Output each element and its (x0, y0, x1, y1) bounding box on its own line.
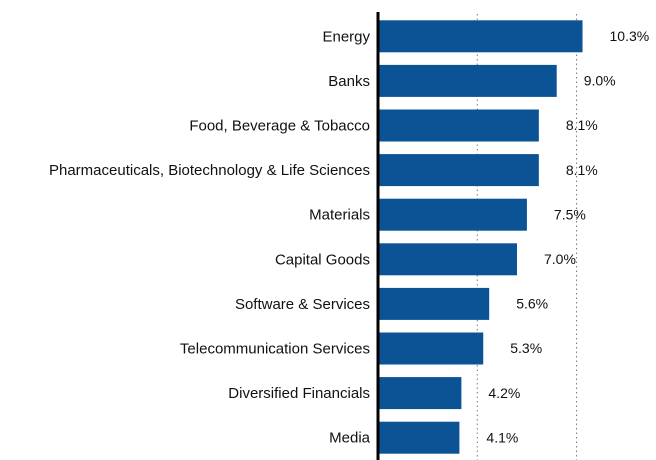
bar (378, 20, 583, 53)
category-label: Capital Goods (275, 251, 370, 268)
value-label: 5.6% (516, 296, 548, 312)
value-label: 9.0% (584, 73, 616, 89)
category-label: Food, Beverage & Tobacco (189, 117, 370, 134)
bar (378, 243, 517, 276)
bar (378, 64, 557, 97)
category-label: Materials (309, 207, 370, 224)
value-label: 10.3% (610, 28, 650, 44)
bar (378, 377, 462, 410)
bar (378, 154, 539, 187)
category-label: Software & Services (235, 296, 370, 313)
value-label: 4.2% (488, 385, 520, 401)
value-label: 8.1% (566, 117, 598, 133)
bar (378, 332, 484, 365)
category-label: Pharmaceuticals, Biotechnology & Life Sc… (49, 162, 370, 179)
value-label: 7.5% (554, 206, 586, 222)
bar (378, 421, 460, 454)
category-label: Diversified Financials (228, 385, 370, 402)
value-label: 4.1% (486, 429, 518, 445)
value-label: 7.0% (544, 251, 576, 267)
category-label: Energy (322, 28, 370, 45)
value-label: 8.1% (566, 162, 598, 178)
category-label: Media (329, 430, 371, 447)
value-label: 5.3% (510, 340, 542, 356)
bar (378, 287, 490, 320)
category-label: Banks (328, 73, 370, 90)
category-label: Telecommunication Services (180, 340, 370, 357)
bar (378, 109, 539, 142)
bar (378, 198, 527, 231)
